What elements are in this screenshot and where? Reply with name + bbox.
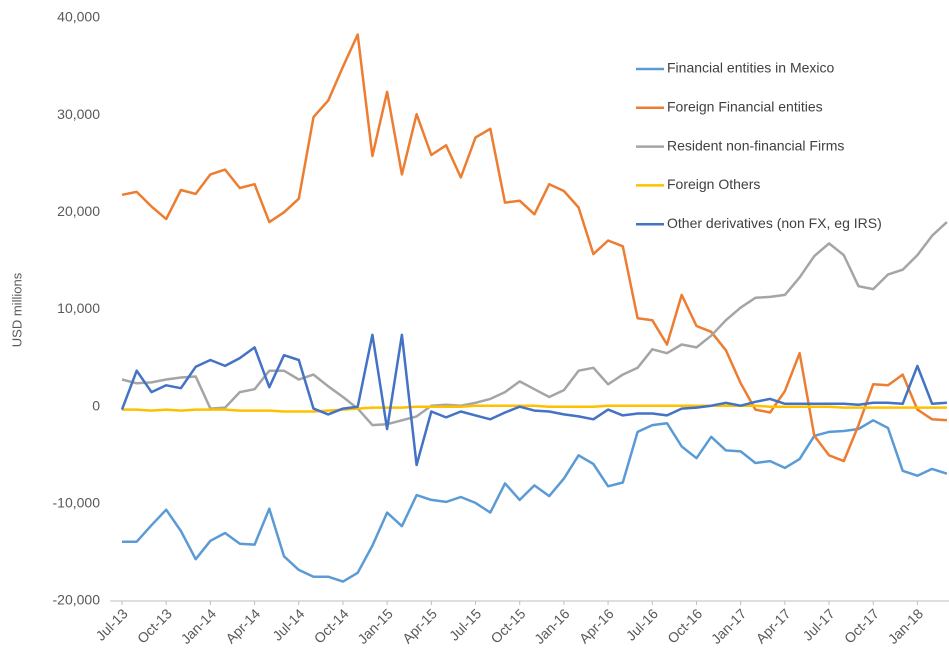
x-tick-label: Jan-15 — [354, 605, 396, 647]
legend-label: Foreign Financial entities — [667, 99, 823, 115]
x-tick-label: Jul-15 — [446, 605, 484, 643]
x-tick-label: Oct-14 — [311, 605, 352, 646]
y-tick-label: 40,000 — [57, 9, 100, 25]
x-tick-label: Jul-17 — [799, 605, 837, 643]
y-tick-label: 30,000 — [57, 106, 100, 122]
x-tick-label: Jul-13 — [92, 605, 130, 643]
x-tick-label: Jul-14 — [269, 605, 307, 643]
series-line — [122, 404, 947, 413]
legend: Financial entities in Mexico Foreign Fina… — [636, 60, 882, 231]
y-tick-label: -10,000 — [53, 495, 101, 511]
y-tick-label: -20,000 — [53, 592, 101, 608]
series-line — [121, 33, 947, 463]
series-line — [122, 419, 948, 583]
legend-label: Foreign Others — [667, 176, 760, 192]
x-tick-label: Apr-16 — [576, 605, 617, 646]
x-tick-label: Jan-16 — [531, 605, 573, 647]
x-tick-label: Apr-17 — [753, 605, 794, 646]
x-tick-label: Apr-14 — [222, 605, 263, 646]
x-tick-label: Jul-16 — [623, 605, 661, 643]
x-tick-label: Jan-18 — [885, 605, 927, 647]
y-tick-label: 0 — [92, 397, 100, 413]
y-axis-title: USD millions — [9, 272, 24, 347]
x-tick-label: Oct-16 — [664, 605, 705, 646]
x-tick-label: Oct-17 — [841, 605, 882, 646]
series-line — [120, 333, 947, 467]
x-tick-label: Oct-15 — [487, 605, 528, 646]
x-tick-label: Apr-15 — [399, 605, 440, 646]
legend-label: Other derivatives (non FX, eg IRS) — [667, 215, 882, 231]
series-line — [121, 221, 948, 427]
x-tick-label: Oct-13 — [134, 605, 175, 646]
x-tick-label: Jan-17 — [708, 605, 750, 647]
y-tick-label: 20,000 — [57, 203, 100, 219]
legend-label: Resident non-financial Firms — [667, 137, 844, 153]
legend-label: Financial entities in Mexico — [667, 60, 835, 76]
x-tick-label: Jan-14 — [178, 605, 220, 647]
y-tick-label: 10,000 — [57, 300, 100, 316]
